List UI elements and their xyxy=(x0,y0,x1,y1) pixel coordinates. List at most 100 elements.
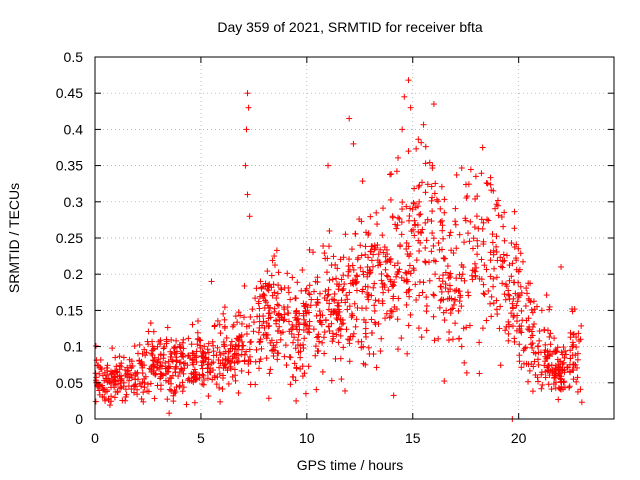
data-point xyxy=(452,221,459,228)
data-point xyxy=(281,316,288,323)
data-point xyxy=(205,340,212,347)
data-point xyxy=(446,329,453,336)
data-point xyxy=(343,326,350,333)
data-point xyxy=(223,334,230,341)
data-point xyxy=(458,303,465,310)
data-point xyxy=(341,387,348,394)
data-point xyxy=(354,304,361,311)
data-point xyxy=(244,191,251,198)
data-point xyxy=(231,359,238,366)
data-point xyxy=(208,360,215,367)
data-point xyxy=(408,228,415,235)
data-point xyxy=(390,293,397,300)
data-point xyxy=(229,355,236,362)
data-point xyxy=(314,274,321,281)
data-point xyxy=(437,219,444,226)
data-point xyxy=(389,214,396,221)
data-point xyxy=(567,355,574,362)
data-point xyxy=(500,223,507,230)
data-point xyxy=(179,350,186,357)
data-point xyxy=(241,314,248,321)
data-point xyxy=(473,264,480,271)
data-point xyxy=(423,302,430,309)
data-point xyxy=(316,338,323,345)
data-point xyxy=(403,278,410,285)
data-point xyxy=(393,225,400,232)
data-point xyxy=(441,209,448,216)
data-point xyxy=(536,327,543,334)
data-point xyxy=(453,171,460,178)
data-point xyxy=(539,381,546,388)
data-point xyxy=(524,290,531,297)
data-point xyxy=(382,253,389,260)
data-point xyxy=(132,369,139,376)
data-point xyxy=(257,278,264,285)
data-point xyxy=(382,258,389,265)
data-point xyxy=(281,306,288,313)
data-point xyxy=(366,267,373,274)
data-point xyxy=(375,298,382,305)
data-point xyxy=(414,203,421,210)
data-point xyxy=(363,333,370,340)
data-point xyxy=(503,323,510,330)
data-point xyxy=(469,245,476,252)
data-point xyxy=(393,168,400,175)
data-point xyxy=(555,396,562,403)
data-point xyxy=(461,277,468,284)
data-point xyxy=(243,331,250,338)
data-point xyxy=(275,269,282,276)
data-point xyxy=(217,330,224,337)
data-point xyxy=(281,353,288,360)
data-point xyxy=(231,366,238,373)
data-point xyxy=(256,339,263,346)
data-point xyxy=(216,370,223,377)
data-point xyxy=(416,292,423,299)
data-point xyxy=(419,179,426,186)
data-point xyxy=(338,321,345,328)
data-point xyxy=(253,285,260,292)
data-point xyxy=(342,299,349,306)
data-point xyxy=(367,248,374,255)
data-point xyxy=(518,289,525,296)
data-point xyxy=(141,346,148,353)
data-point xyxy=(546,303,553,310)
data-point xyxy=(344,296,351,303)
data-point xyxy=(238,320,245,327)
data-point xyxy=(438,183,445,190)
data-point xyxy=(246,322,253,329)
data-point xyxy=(123,370,130,377)
data-point xyxy=(245,369,252,376)
data-point xyxy=(157,370,164,377)
data-point xyxy=(499,280,506,287)
data-point xyxy=(413,296,420,303)
data-point xyxy=(404,251,411,258)
data-point xyxy=(352,230,359,237)
chart-title: Day 359 of 2021, SRMTID for receiver bft… xyxy=(217,19,483,35)
data-point xyxy=(346,115,353,122)
data-point xyxy=(416,198,423,205)
data-point xyxy=(237,312,244,319)
data-point xyxy=(353,287,360,294)
data-point xyxy=(487,257,494,264)
data-point xyxy=(177,382,184,389)
data-point xyxy=(247,314,254,321)
data-point xyxy=(398,219,405,226)
data-point xyxy=(273,320,280,327)
data-point xyxy=(216,384,223,391)
data-point xyxy=(101,377,108,384)
data-point xyxy=(394,260,401,267)
data-point xyxy=(113,363,120,370)
data-point xyxy=(293,364,300,371)
data-point xyxy=(282,342,289,349)
data-point xyxy=(128,374,135,381)
data-point xyxy=(144,381,151,388)
data-point xyxy=(334,302,341,309)
data-point xyxy=(538,307,545,314)
data-point xyxy=(542,358,549,365)
data-point xyxy=(191,399,198,406)
data-point xyxy=(131,343,138,350)
data-point xyxy=(263,299,270,306)
data-point xyxy=(410,199,417,206)
data-point xyxy=(249,306,256,313)
data-point xyxy=(542,374,549,381)
